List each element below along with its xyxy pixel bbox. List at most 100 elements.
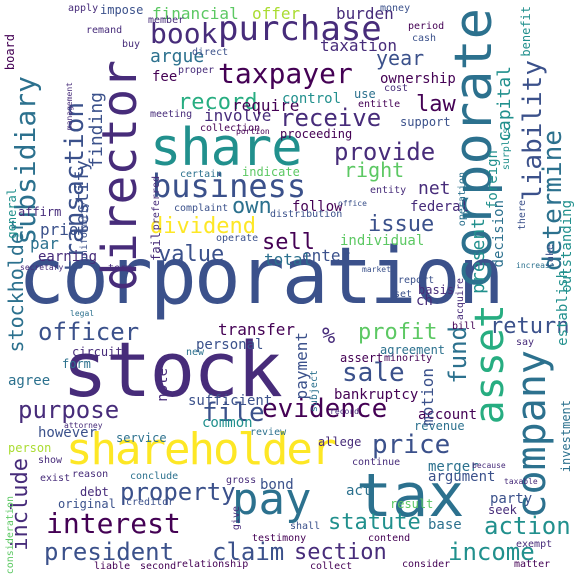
word-liable: liable (94, 561, 131, 572)
word-support: support (400, 115, 451, 129)
word-law: law (416, 92, 456, 117)
word-percent: % (322, 324, 336, 349)
word-however: however (38, 425, 98, 441)
word-control: control (282, 91, 342, 107)
word-claim: claim (212, 538, 285, 566)
word-payment: payment (292, 332, 311, 400)
word-require: require (232, 96, 300, 115)
word-purpose: purpose (18, 396, 120, 424)
word-acquire: acquire (455, 278, 466, 321)
word-use: use (354, 87, 376, 101)
word-entitle: entitle (358, 99, 401, 110)
word-transfer: transfer (218, 320, 296, 339)
word-dividend: dividend (150, 214, 256, 239)
word-bill: bill (452, 321, 477, 332)
word-debt: debt (80, 485, 109, 499)
word-collection: collection (200, 123, 261, 134)
word-book: book (150, 17, 218, 50)
word-portion: portion (236, 127, 270, 136)
word-assert: assert (340, 351, 384, 365)
word-business: business (152, 167, 307, 205)
word-buy: buy (122, 39, 141, 50)
word-party: party (490, 491, 533, 507)
word-proceeding: proceeding (280, 127, 353, 141)
word-act: act (346, 483, 372, 499)
word-taxpayer: taxpayer (218, 57, 353, 90)
word-operation: operation (457, 172, 468, 227)
word-individual: individual (340, 233, 425, 249)
word-offer: offer (252, 4, 301, 23)
word-stockholder: stockholder (4, 220, 28, 353)
word-entity: entity (370, 185, 407, 196)
word-impose: impose (100, 3, 144, 17)
word-relationship: relationship (176, 559, 249, 570)
word-enter: enter (302, 246, 351, 265)
word-return: return (490, 314, 570, 339)
word-attorney: attorney (64, 421, 103, 430)
word-record-small: record (330, 407, 359, 416)
word-officer: officer (38, 318, 140, 346)
word-collect: collect (310, 561, 353, 572)
word-benefit: benefit (519, 6, 533, 57)
word-pay: pay (232, 474, 312, 525)
word-ownership: ownership (380, 71, 456, 87)
word-cash: cash (412, 33, 437, 44)
word-financial: financial (152, 4, 239, 23)
word-outstanding: outstanding (559, 200, 575, 293)
word-total: total (264, 250, 313, 269)
word-personal: personal (196, 337, 264, 353)
word-reason: reason (72, 469, 109, 480)
word-earning: earning (38, 249, 98, 265)
word-office: office (338, 199, 367, 208)
word-section: section (294, 540, 387, 565)
word-federal: federal (410, 199, 470, 215)
word-cost: cost (384, 83, 409, 94)
word-complaint: complaint (174, 203, 229, 214)
word-net: net (418, 178, 451, 199)
word-general: general (5, 188, 19, 239)
word-meeting: meeting (150, 109, 193, 120)
word-property: property (120, 478, 236, 506)
word-corporation: corporation (18, 232, 505, 322)
word-management: management (65, 82, 74, 131)
word-price: price (372, 430, 451, 460)
word-note: note (155, 368, 171, 402)
word-legal: legal (70, 309, 95, 318)
word-direct: direct (192, 47, 229, 58)
word-form: form (62, 357, 91, 371)
word-involve: involve (204, 106, 272, 125)
word-uniformity: uniformity (79, 202, 90, 263)
word-indicate: indicate (242, 165, 300, 179)
word-value: value (158, 242, 225, 267)
word-market: market (362, 265, 391, 274)
word-basis: basis (418, 283, 455, 297)
word-fail: fail (149, 232, 163, 261)
word-motion: motion (418, 368, 437, 426)
word-creditor: creditor (126, 497, 175, 508)
word-increase: increase (516, 261, 555, 270)
word-show: show (38, 455, 63, 466)
word-interest: interest (46, 507, 181, 540)
word-common: common (202, 415, 253, 431)
word-purchase: purchase (218, 9, 382, 49)
word-fee: fee (152, 69, 178, 85)
word-operate: operate (216, 233, 259, 244)
word-ch: ch (416, 293, 433, 309)
word-contend: contend (368, 533, 411, 544)
word-certain: certain (180, 169, 223, 180)
word-circuit: circuit (72, 345, 123, 359)
word-gross: gross (226, 475, 257, 486)
word-shareholder: shareholder (66, 424, 337, 475)
word-preferred: preferred (151, 176, 162, 231)
word-board: board (3, 34, 17, 71)
word-consideration: consideration (5, 496, 16, 575)
word-own: own (232, 194, 272, 219)
word-taxation: taxation (320, 36, 398, 55)
word-member: member (148, 15, 185, 26)
word-period: period (408, 21, 445, 32)
word-because: because (472, 461, 506, 470)
word-second: second (140, 561, 177, 572)
word-finding: finding (86, 92, 107, 168)
word-give: give (231, 506, 242, 531)
